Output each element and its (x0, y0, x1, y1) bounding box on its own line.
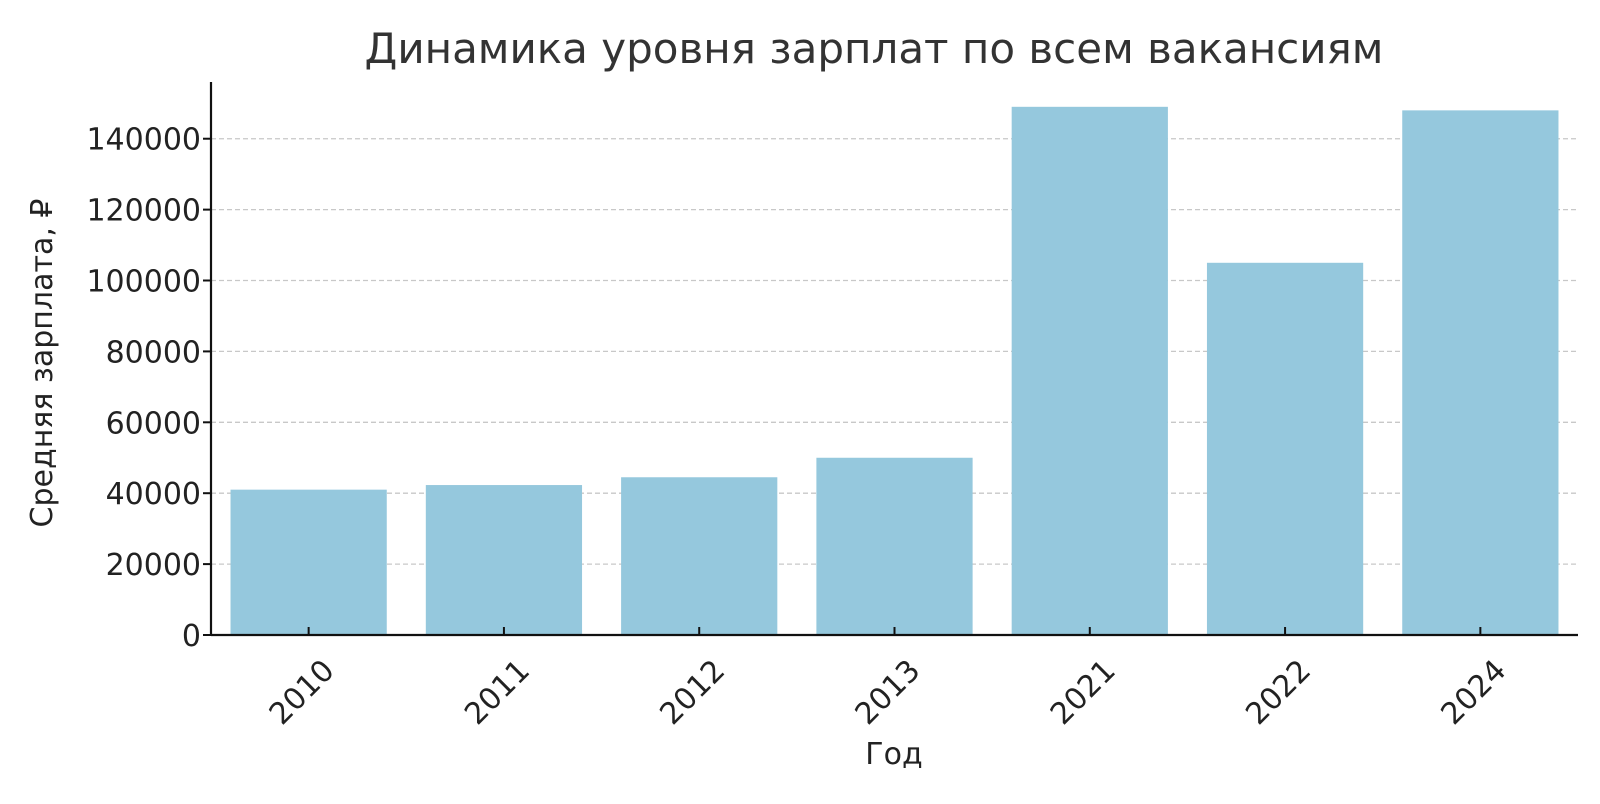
y-tick-label: 60000 (106, 406, 201, 441)
y-tick-label: 0 (182, 619, 201, 654)
x-tick-label: 2010 (263, 653, 342, 732)
bar-2011 (425, 485, 583, 635)
y-axis-ticks: 0 20000 40000 60000 80000 100000 120000 140000 (86, 123, 211, 654)
y-tick-label: 140000 (86, 123, 201, 158)
y-tick-label: 100000 (86, 265, 201, 300)
bar-2024 (1402, 110, 1559, 636)
x-tick-label: 2024 (1435, 653, 1514, 732)
bar-2013 (816, 457, 973, 635)
x-tick-label: 2012 (653, 653, 732, 732)
y-tick-label: 80000 (106, 335, 201, 370)
x-tick-label: 2011 (458, 653, 537, 732)
bar-2022 (1206, 262, 1364, 635)
x-tick-label: 2013 (849, 653, 928, 732)
bar-2012 (621, 477, 778, 635)
bars (230, 106, 1559, 636)
x-tick-label: 2022 (1239, 653, 1318, 732)
chart-title: Динамика уровня зарплат по всем вакансия… (365, 24, 1384, 73)
x-axis-ticks: 2010 2011 2012 2013 2021 2022 2024 (263, 627, 1513, 732)
x-axis-label: Год (865, 737, 922, 772)
y-tick-label: 120000 (86, 194, 201, 229)
y-tick-label: 20000 (106, 548, 201, 583)
bar-2010 (230, 489, 387, 635)
y-tick-label: 40000 (106, 477, 201, 512)
y-axis-label: Средняя зарплата, ₽ (25, 198, 60, 527)
x-tick-label: 2021 (1044, 653, 1123, 732)
bar-2021 (1011, 106, 1168, 636)
